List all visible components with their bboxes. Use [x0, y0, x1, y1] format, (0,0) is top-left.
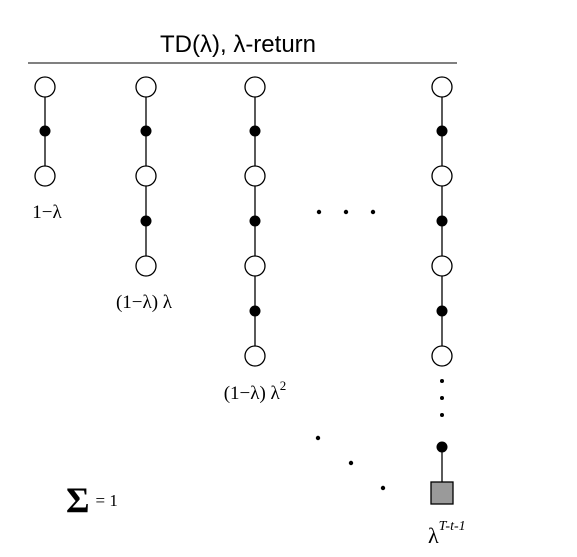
- action-node: [436, 215, 448, 227]
- weight-label-4-text: λ: [428, 523, 439, 548]
- action-node: [436, 441, 448, 453]
- action-node: [140, 125, 152, 137]
- action-node: [249, 125, 261, 137]
- sum-value: = 1: [96, 491, 118, 510]
- backup-three-step: [244, 76, 266, 367]
- state-node: [135, 255, 157, 277]
- state-node: [431, 76, 453, 98]
- action-node: [140, 215, 152, 227]
- state-node: [431, 345, 453, 367]
- weight-label-4-exponent: T-t-1: [439, 519, 466, 534]
- diagonal-ellipsis: [315, 435, 386, 491]
- backup-two-step: [135, 76, 157, 277]
- weight-label-3-exponent: 2: [280, 378, 287, 393]
- weight-label-2: (1−λ) λ: [116, 292, 173, 313]
- sum-symbol: Σ: [66, 480, 90, 520]
- horizontal-ellipsis: [316, 209, 376, 215]
- backup-full-return: [430, 76, 454, 505]
- weight-label-2-text: (1−λ) λ: [116, 292, 173, 313]
- action-node: [249, 305, 261, 317]
- action-node: [249, 215, 261, 227]
- state-node: [244, 255, 266, 277]
- weight-label-1-text: 1−λ: [32, 202, 62, 223]
- diagram-title: TD(λ), λ-return: [160, 31, 316, 58]
- state-node: [431, 255, 453, 277]
- vertical-ellipsis: [440, 379, 444, 417]
- action-node: [436, 125, 448, 137]
- sum-equation: Σ = 1: [66, 480, 118, 520]
- weight-label-3: (1−λ) λ2: [224, 378, 287, 404]
- terminal-state: [430, 481, 454, 505]
- action-node: [39, 125, 51, 137]
- weight-label-3-text: (1−λ) λ: [224, 383, 281, 404]
- state-node: [135, 165, 157, 187]
- state-node: [431, 165, 453, 187]
- state-node: [34, 165, 56, 187]
- state-node: [244, 345, 266, 367]
- weight-label-4: λT-t-1: [428, 519, 466, 548]
- weight-label-1: 1−λ: [32, 202, 62, 223]
- state-node: [135, 76, 157, 98]
- backup-one-step: [34, 76, 56, 187]
- state-node: [244, 76, 266, 98]
- state-node: [34, 76, 56, 98]
- action-node: [436, 305, 448, 317]
- state-node: [244, 165, 266, 187]
